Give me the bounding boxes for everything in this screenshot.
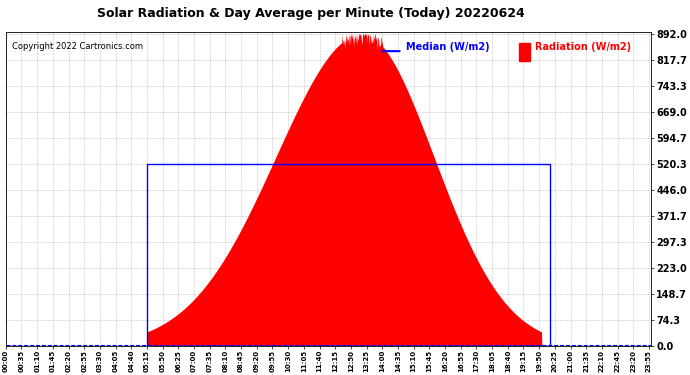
FancyBboxPatch shape bbox=[519, 44, 530, 60]
Text: Solar Radiation & Day Average per Minute (Today) 20220624: Solar Radiation & Day Average per Minute… bbox=[97, 8, 524, 21]
Text: Copyright 2022 Cartronics.com: Copyright 2022 Cartronics.com bbox=[12, 42, 144, 51]
Text: Radiation (W/m2): Radiation (W/m2) bbox=[535, 42, 631, 52]
Text: Median (W/m2): Median (W/m2) bbox=[406, 42, 489, 52]
